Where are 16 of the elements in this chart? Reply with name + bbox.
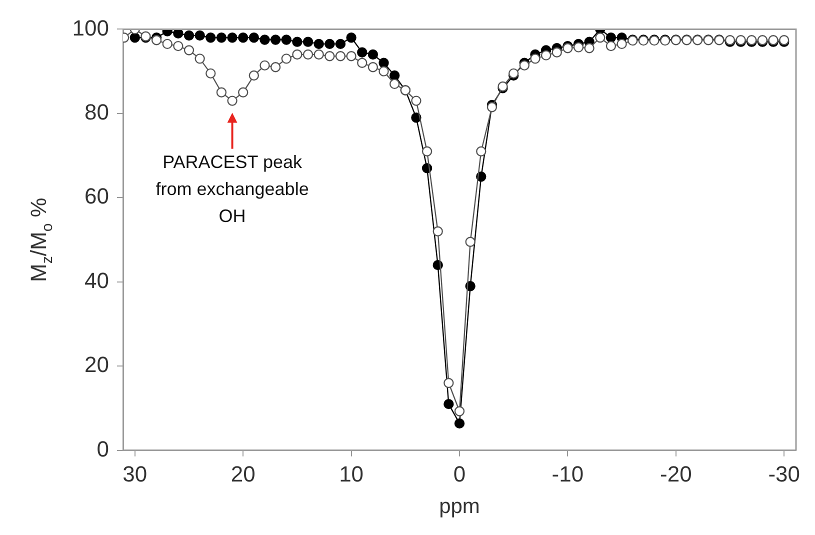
x-tick-label: -10: [552, 462, 584, 487]
y-tick-label: 60: [84, 184, 109, 209]
x-tick-label: -30: [768, 462, 800, 487]
x-axis-title: ppm: [439, 495, 480, 518]
y-tick-label: 20: [84, 352, 109, 378]
x-tick-label: 20: [230, 462, 256, 487]
y-axis-title: Mz/Mo %: [26, 198, 56, 282]
x-tick-label: 30: [122, 462, 148, 487]
y-tick-label: 40: [84, 268, 109, 293]
y-tick-label: 0: [96, 436, 109, 462]
annotation: PARACEST peak from exchangeable OH: [156, 152, 309, 226]
y-tick-label: 80: [84, 100, 109, 125]
x-tick-label: -20: [660, 462, 692, 487]
y-tick-label: 100: [72, 15, 109, 40]
x-tick-label: 10: [339, 462, 364, 487]
x-tick-label: 0: [453, 462, 466, 487]
